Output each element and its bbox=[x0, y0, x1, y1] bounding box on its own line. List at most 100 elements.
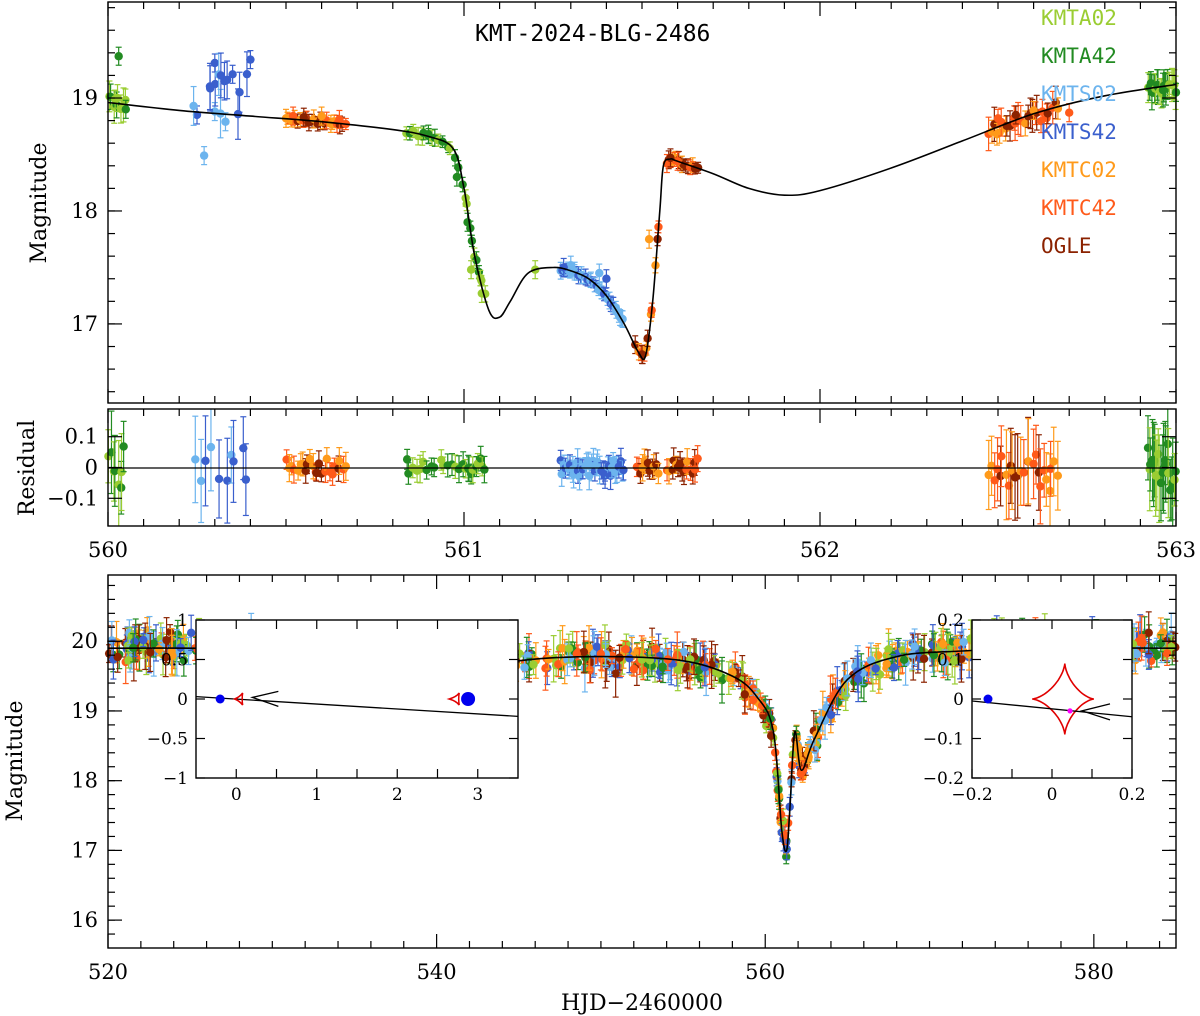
data-point-ogle bbox=[146, 632, 155, 673]
residual-y-tick-label: 0 bbox=[85, 456, 98, 480]
lightcurve-ticks: 17 18 19 bbox=[71, 2, 1177, 403]
data-point-kmts42 bbox=[211, 61, 220, 107]
data-point-kmtc42 bbox=[288, 106, 298, 126]
residual-point-kmtc42 bbox=[997, 425, 1006, 488]
data-point-kmta42 bbox=[114, 46, 123, 66]
inset-x-tick-label: −0.2 bbox=[951, 785, 992, 805]
residual-point-kmtc02 bbox=[335, 447, 344, 475]
data-point-kmts42 bbox=[235, 71, 244, 113]
data-point-ogle bbox=[1144, 611, 1153, 655]
inset-y-tick-label: 0.1 bbox=[937, 651, 964, 671]
data-point-kmts02 bbox=[221, 112, 230, 132]
y-tick-label: 18 bbox=[71, 199, 98, 223]
residual-x-tick-label: 563 bbox=[1156, 538, 1196, 562]
chart-title: KMT-2024-BLG-2486 bbox=[475, 21, 710, 47]
data-point-kmts42 bbox=[139, 633, 148, 648]
data-point-kmts42 bbox=[826, 704, 836, 726]
lightcurve-panel: 17 18 19 KMT-2024-BLG-2486 KMTA02 KMTA42 K… bbox=[27, 1, 1181, 404]
data-point-kmta42 bbox=[452, 167, 462, 187]
y-tick-label: 20 bbox=[71, 629, 98, 653]
residual-point-kmtc02 bbox=[1053, 440, 1063, 511]
data-point-kmta02 bbox=[110, 89, 120, 109]
residual-point-kmtc42 bbox=[1036, 448, 1045, 525]
x-tick-label: 540 bbox=[417, 960, 457, 984]
residual-point-kmtc02 bbox=[654, 462, 663, 485]
data-point-ogle bbox=[162, 617, 171, 664]
inset-x-tick-label: 3 bbox=[472, 785, 483, 805]
residual-point-kmta42 bbox=[119, 420, 128, 473]
lightcurve-model-curve bbox=[107, 83, 1177, 361]
legend: KMTA02 KMTA42 KMTS02 KMTS42 KMTC02 KMTC4… bbox=[1041, 6, 1117, 258]
data-point-kmts02 bbox=[199, 146, 209, 166]
data-point-kmts02 bbox=[843, 660, 852, 697]
data-point-kmts42 bbox=[854, 655, 863, 703]
inset-y-tick-label: −0.1 bbox=[923, 730, 964, 750]
data-point-kmta42 bbox=[658, 658, 667, 675]
x-tick-label: 580 bbox=[1074, 960, 1114, 984]
data-point-kmta42 bbox=[121, 99, 130, 119]
inset-x-tick-label: 1 bbox=[311, 785, 322, 805]
residual-point-kmta42 bbox=[110, 434, 120, 507]
residual-point-ogle bbox=[1006, 427, 1015, 504]
right-inset-background bbox=[972, 620, 1132, 778]
data-point-kmts02 bbox=[189, 85, 198, 126]
y-tick-label: 16 bbox=[71, 908, 98, 932]
x-tick-label: 520 bbox=[88, 960, 128, 984]
residual-point-kmts42 bbox=[241, 443, 251, 517]
data-point-kmtc02 bbox=[882, 652, 891, 676]
data-point-kmtc42 bbox=[335, 109, 344, 130]
data-point-kmta02 bbox=[529, 654, 538, 676]
inset-x-tick-label: 2 bbox=[392, 785, 403, 805]
data-point-kmts02 bbox=[679, 641, 689, 663]
residual-point-kmts42 bbox=[201, 415, 210, 507]
residual-point-kmtc42 bbox=[993, 437, 1002, 502]
residual-y-tick-label: −0.1 bbox=[47, 486, 98, 510]
inset-y-tick-label: 0 bbox=[953, 690, 964, 710]
residual-point-ogle bbox=[675, 451, 685, 477]
residual-point-kmts02 bbox=[196, 438, 206, 524]
planetary-caustic bbox=[446, 692, 460, 706]
data-point-kmts42 bbox=[246, 50, 255, 70]
y-tick-label: 17 bbox=[71, 312, 98, 336]
residual-point-kmtc42 bbox=[990, 452, 999, 509]
legend-kmtc02: KMTC02 bbox=[1041, 158, 1117, 182]
y-tick-label: 19 bbox=[71, 699, 98, 723]
residual-ticks: −0.1 0 0.1 560 561 562 563 bbox=[47, 409, 1196, 562]
legend-kmts42: KMTS42 bbox=[1041, 120, 1117, 144]
left-inset-lens-geometry: −1 −0.5 0 0.5 1 0 1 2 3 bbox=[147, 611, 519, 805]
source-trajectory bbox=[971, 700, 1133, 718]
inset-y-tick-label: −1 bbox=[163, 769, 188, 789]
data-point-kmts42 bbox=[228, 64, 237, 84]
inset-y-tick-label: 0.2 bbox=[937, 611, 964, 631]
data-point-kmtc42 bbox=[1065, 103, 1074, 123]
residual-point-kmtc42 bbox=[1046, 440, 1055, 497]
data-point-kmtc02 bbox=[558, 625, 567, 672]
data-point-ogle bbox=[615, 644, 624, 671]
central-caustic bbox=[232, 692, 244, 706]
legend-ogle: OGLE bbox=[1041, 234, 1092, 258]
residual-point-kmts42 bbox=[214, 439, 224, 519]
y-tick-label: 18 bbox=[71, 769, 98, 793]
inset-y-tick-label: 0 bbox=[177, 690, 188, 710]
lightcurve-frame bbox=[107, 1, 1177, 404]
data-point-kmtc02 bbox=[953, 634, 962, 651]
residual-panel: −0.1 0 0.1 560 561 562 563 Residual bbox=[15, 408, 1196, 562]
legend-kmta42: KMTA42 bbox=[1041, 44, 1117, 68]
data-point-ogle bbox=[637, 344, 647, 365]
residual-point-kmts42 bbox=[229, 419, 238, 503]
data-point-kmts42 bbox=[233, 88, 243, 140]
residual-point-kmtc42 bbox=[1019, 438, 1029, 507]
y-axis-label-top: Magnitude bbox=[27, 142, 52, 263]
central-caustic-astroid bbox=[1032, 663, 1094, 735]
data-point-kmta02 bbox=[564, 633, 574, 664]
data-point-kmts42 bbox=[205, 65, 215, 112]
left-inset-content bbox=[195, 690, 519, 718]
y-axis-label-residual: Residual bbox=[15, 420, 40, 516]
inset-y-tick-label: 0.5 bbox=[161, 651, 188, 671]
residual-y-tick-label: 0.1 bbox=[65, 425, 98, 449]
inset-y-tick-label: 1 bbox=[177, 611, 188, 631]
data-point-kmts02 bbox=[816, 708, 826, 732]
data-point-kmtc02 bbox=[167, 627, 176, 675]
data-point-kmts02 bbox=[940, 649, 949, 677]
